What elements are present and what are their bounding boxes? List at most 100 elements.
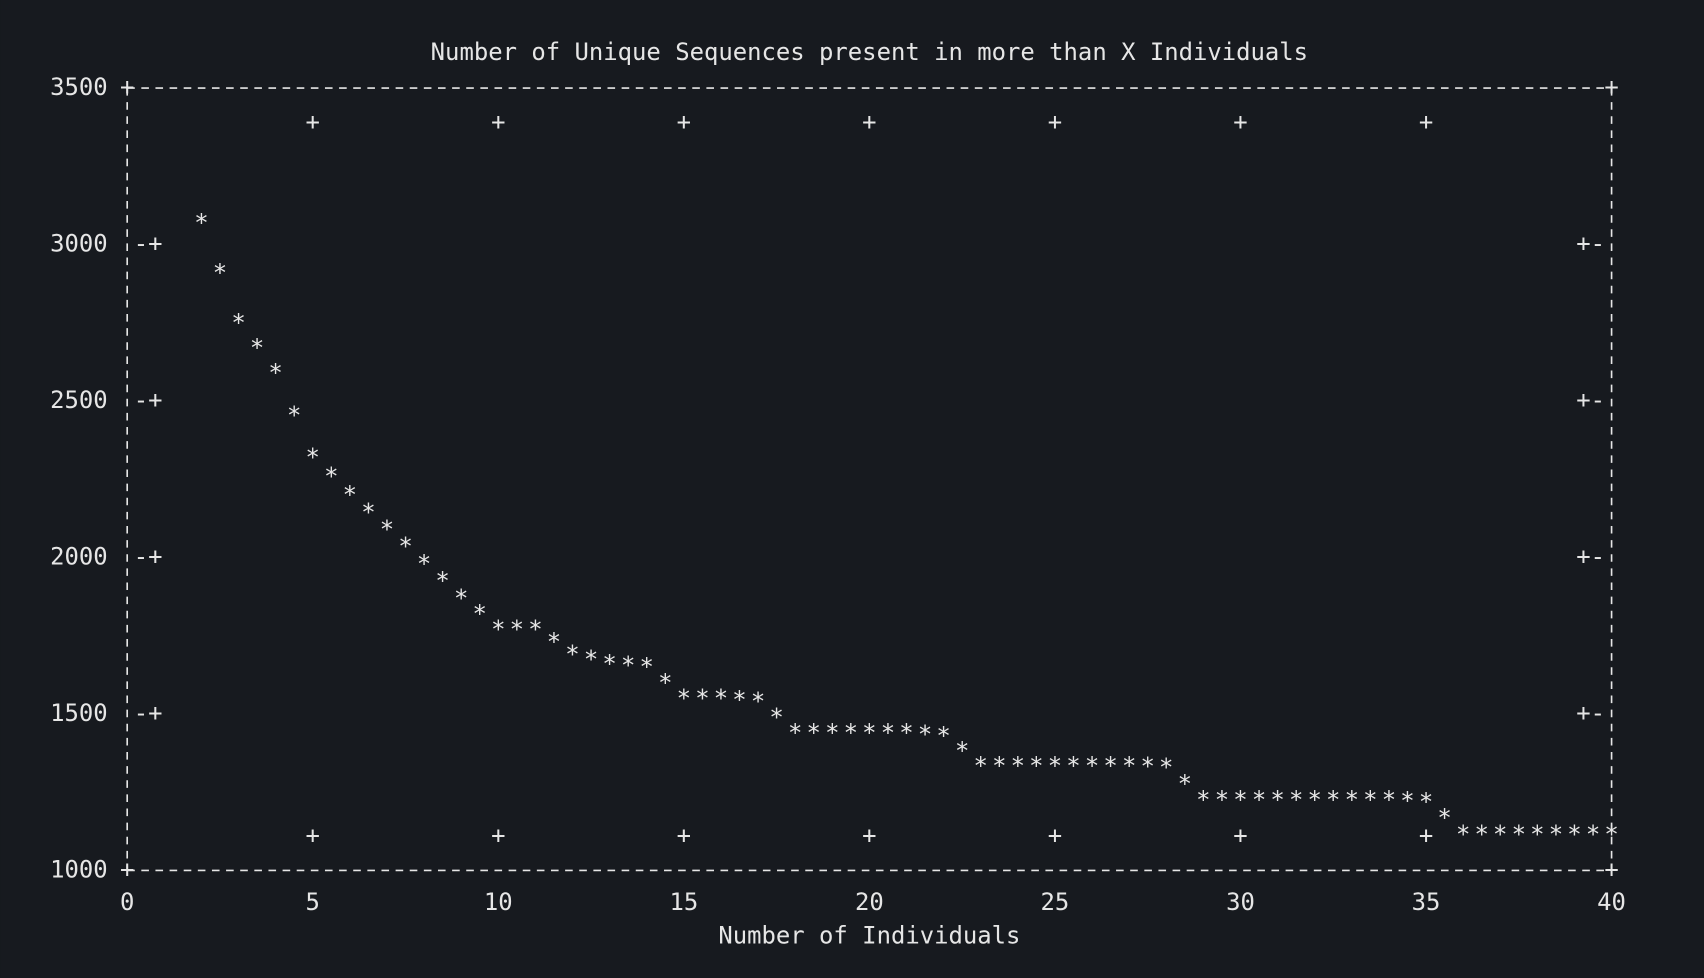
data-point: * (491, 616, 505, 644)
line-glyph: * (1400, 787, 1414, 815)
chart-title: Number of Unique Sequences present in mo… (431, 38, 1308, 66)
data-point: * (1567, 821, 1581, 849)
data-point: * (677, 685, 691, 713)
line-glyph: * (287, 401, 301, 429)
data-point: * (231, 309, 245, 337)
frame-corner: + (1604, 855, 1618, 883)
data-point: * (1159, 753, 1173, 781)
x-tick-label: 10 (484, 888, 513, 916)
data-point: * (194, 209, 208, 237)
data-point: * (899, 719, 913, 747)
data-point: * (751, 688, 765, 716)
line-glyph: * (1549, 821, 1563, 849)
data-point: * (1270, 786, 1284, 814)
data-point: * (1048, 752, 1062, 780)
line-glyph: * (844, 719, 858, 747)
data-point: * (1456, 821, 1470, 849)
line-glyph: * (1029, 752, 1043, 780)
x-tick-mark: + (1419, 822, 1433, 850)
line-glyph: * (435, 567, 449, 595)
y-tick-mark: -+ (134, 230, 163, 258)
line-glyph: * (769, 703, 783, 731)
line-glyph: * (1326, 786, 1340, 814)
data-point: * (417, 550, 431, 578)
data-point: * (1493, 821, 1507, 849)
line-glyph: * (992, 752, 1006, 780)
line-glyph: * (732, 686, 746, 714)
data-point: * (565, 641, 579, 669)
line-glyph: * (1141, 753, 1155, 781)
line-glyph: * (473, 600, 487, 628)
y-tick-mark: +- (1576, 230, 1605, 258)
x-tick-label: 15 (669, 888, 698, 916)
x-tick-label: 35 (1412, 888, 1441, 916)
data-point: * (1604, 821, 1618, 849)
x-tick-mark: + (862, 822, 876, 850)
data-point: * (974, 752, 988, 780)
line-glyph: * (584, 645, 598, 673)
line-glyph: * (1475, 821, 1489, 849)
line-glyph: * (695, 685, 709, 713)
line-glyph: * (1066, 752, 1080, 780)
y-tick-mark: -+ (134, 542, 163, 570)
x-tick-label: 5 (306, 888, 320, 916)
data-point: * (1530, 821, 1544, 849)
data-point: * (1196, 786, 1210, 814)
y-tick-mark: +- (1576, 386, 1605, 414)
line-glyph: * (361, 498, 375, 526)
line-glyph: * (955, 737, 969, 765)
y-tick-label: 1500 (50, 699, 108, 727)
x-tick-mark: + (677, 108, 691, 136)
frame-corner: + (120, 73, 134, 101)
line-glyph: * (918, 720, 932, 748)
y-tick-label: 3500 (50, 73, 108, 101)
data-point: * (343, 481, 357, 509)
data-point: * (602, 650, 616, 678)
x-tick-mark: + (1048, 108, 1062, 136)
x-tick-mark: + (1233, 822, 1247, 850)
x-tick-label: 0 (120, 888, 134, 916)
y-tick-label: 1000 (50, 855, 108, 883)
x-tick-mark: + (1048, 822, 1062, 850)
y-tick-mark: +- (1576, 699, 1605, 727)
data-point: * (1419, 788, 1433, 816)
y-tick-label: 3000 (50, 230, 108, 258)
x-tick-mark: + (1419, 108, 1433, 136)
data-point: * (454, 584, 468, 612)
line-glyph: * (1215, 786, 1229, 814)
data-point: * (268, 359, 282, 387)
x-tick-mark: + (491, 108, 505, 136)
data-point: * (1308, 786, 1322, 814)
x-tick-mark: + (677, 822, 691, 850)
line-glyph: * (807, 719, 821, 747)
x-tick-label: 30 (1226, 888, 1255, 916)
line-glyph: * (1178, 770, 1192, 798)
x-axis-label: Number of Individuals (718, 922, 1020, 950)
x-tick-mark: + (306, 822, 320, 850)
line-glyph: * (881, 719, 895, 747)
y-tick-label: 2000 (50, 542, 108, 570)
line-glyph: * (1289, 786, 1303, 814)
line-glyph: * (621, 652, 635, 680)
data-point: * (306, 444, 320, 472)
data-point: * (1382, 786, 1396, 814)
line-glyph: * (1512, 821, 1526, 849)
data-point: * (862, 719, 876, 747)
y-tick-mark: -+ (134, 386, 163, 414)
line-glyph: * (1103, 752, 1117, 780)
data-point: * (714, 685, 728, 713)
line-glyph: * (398, 533, 412, 561)
y-tick-mark: +- (1576, 542, 1605, 570)
data-point: * (1011, 752, 1025, 780)
y-tick-label: 2500 (50, 386, 108, 414)
frame-corner: + (120, 855, 134, 883)
x-tick-label: 40 (1597, 888, 1626, 916)
frame-corner: + (1604, 73, 1618, 101)
data-point: * (788, 719, 802, 747)
data-point: * (528, 616, 542, 644)
line-glyph: * (1586, 821, 1600, 849)
line-glyph: * (213, 259, 227, 287)
line-glyph: * (658, 669, 672, 697)
line-glyph: * (324, 462, 338, 490)
